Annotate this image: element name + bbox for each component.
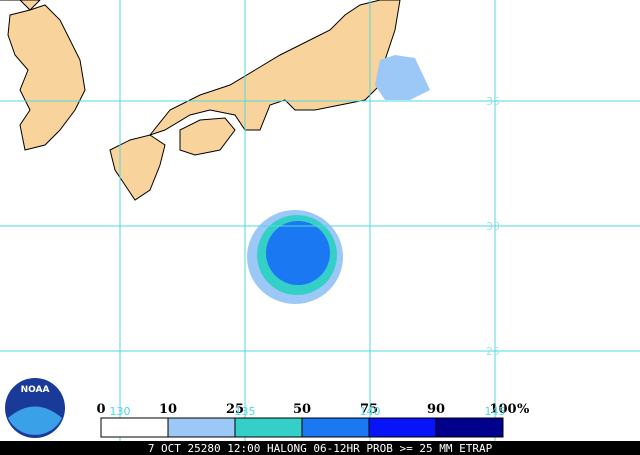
legend-swatch: [100, 417, 169, 438]
caption: 7 OCT 25280 12:00 HALONG 06-12HR PROB >=…: [148, 442, 493, 455]
rain-area: [375, 55, 430, 100]
lon-label: 140: [360, 405, 381, 418]
legend-swatch: [435, 417, 504, 438]
lat-label: 35: [486, 95, 500, 108]
lon-label: 135: [235, 405, 256, 418]
logo-text: NOAA: [21, 385, 50, 395]
legend-swatch: [234, 417, 303, 438]
legend-label: 0: [96, 402, 105, 417]
legend: 0 10 25 50 75 90 100%: [96, 402, 530, 438]
legend-label: 75: [360, 402, 378, 417]
legend-label: 50: [293, 402, 311, 417]
legend-unit: %: [517, 402, 530, 417]
legend-label: 10: [159, 402, 177, 417]
legend-swatch: [301, 417, 370, 438]
lat-label: 25: [486, 345, 500, 358]
legend-label: 90: [427, 402, 445, 417]
lon-label: 130: [110, 405, 131, 418]
noaa-logo: NOAA: [5, 378, 65, 438]
legend-swatch: [167, 417, 236, 438]
caption-bar: [0, 441, 640, 455]
lat-label: 30: [486, 220, 500, 233]
graticule: [0, 0, 640, 441]
shikoku: [179, 117, 236, 156]
korea: [7, 4, 86, 151]
logo-wave: [8, 406, 62, 435]
lon-label: 145: [485, 405, 506, 418]
legend-label: 100: [489, 402, 516, 417]
rain-probability: [247, 55, 430, 304]
legend-swatch: [368, 417, 437, 438]
rain-area: [266, 221, 330, 285]
legend-label: 25: [226, 402, 244, 417]
